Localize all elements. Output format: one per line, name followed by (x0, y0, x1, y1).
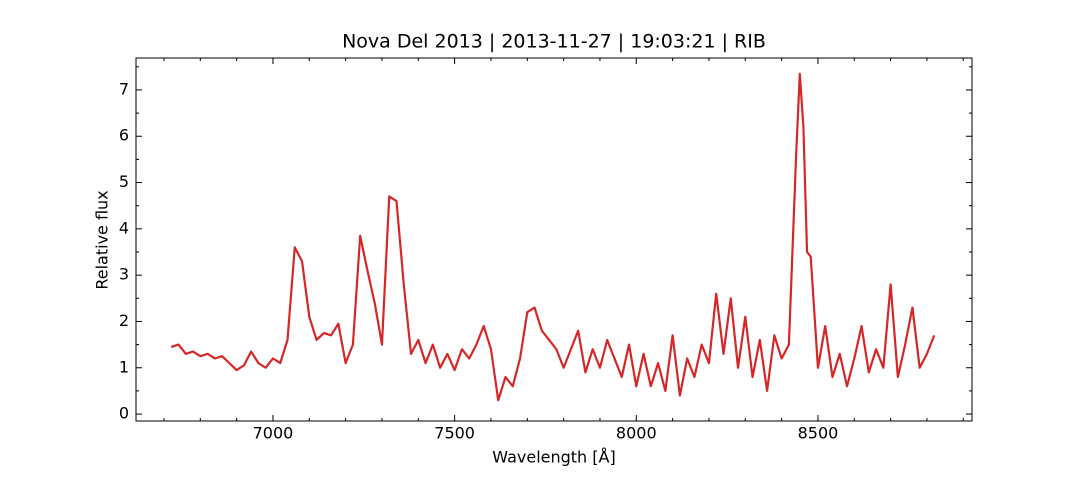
y-tick-label: 1 (119, 357, 129, 376)
x-tick-label: 7500 (434, 424, 475, 443)
x-tick-label: 8500 (798, 424, 839, 443)
y-tick-label: 5 (119, 172, 129, 191)
x-tick-label: 8000 (616, 424, 657, 443)
y-tick-label: 0 (119, 404, 129, 423)
y-tick-label: 7 (119, 79, 129, 98)
y-axis-label: Relative flux (93, 190, 112, 289)
x-tick-label: 7000 (253, 424, 294, 443)
y-tick-label: 4 (119, 218, 129, 237)
plot-frame (135, 57, 973, 422)
y-tick-label: 2 (119, 311, 129, 330)
y-tick-label: 6 (119, 126, 129, 145)
y-tick-label: 3 (119, 265, 129, 284)
chart-title: Nova Del 2013 | 2013-11-27 | 19:03:21 | … (342, 31, 766, 53)
spectrum-line (170, 72, 936, 402)
x-axis-label: Wavelength [Å] (492, 448, 615, 467)
